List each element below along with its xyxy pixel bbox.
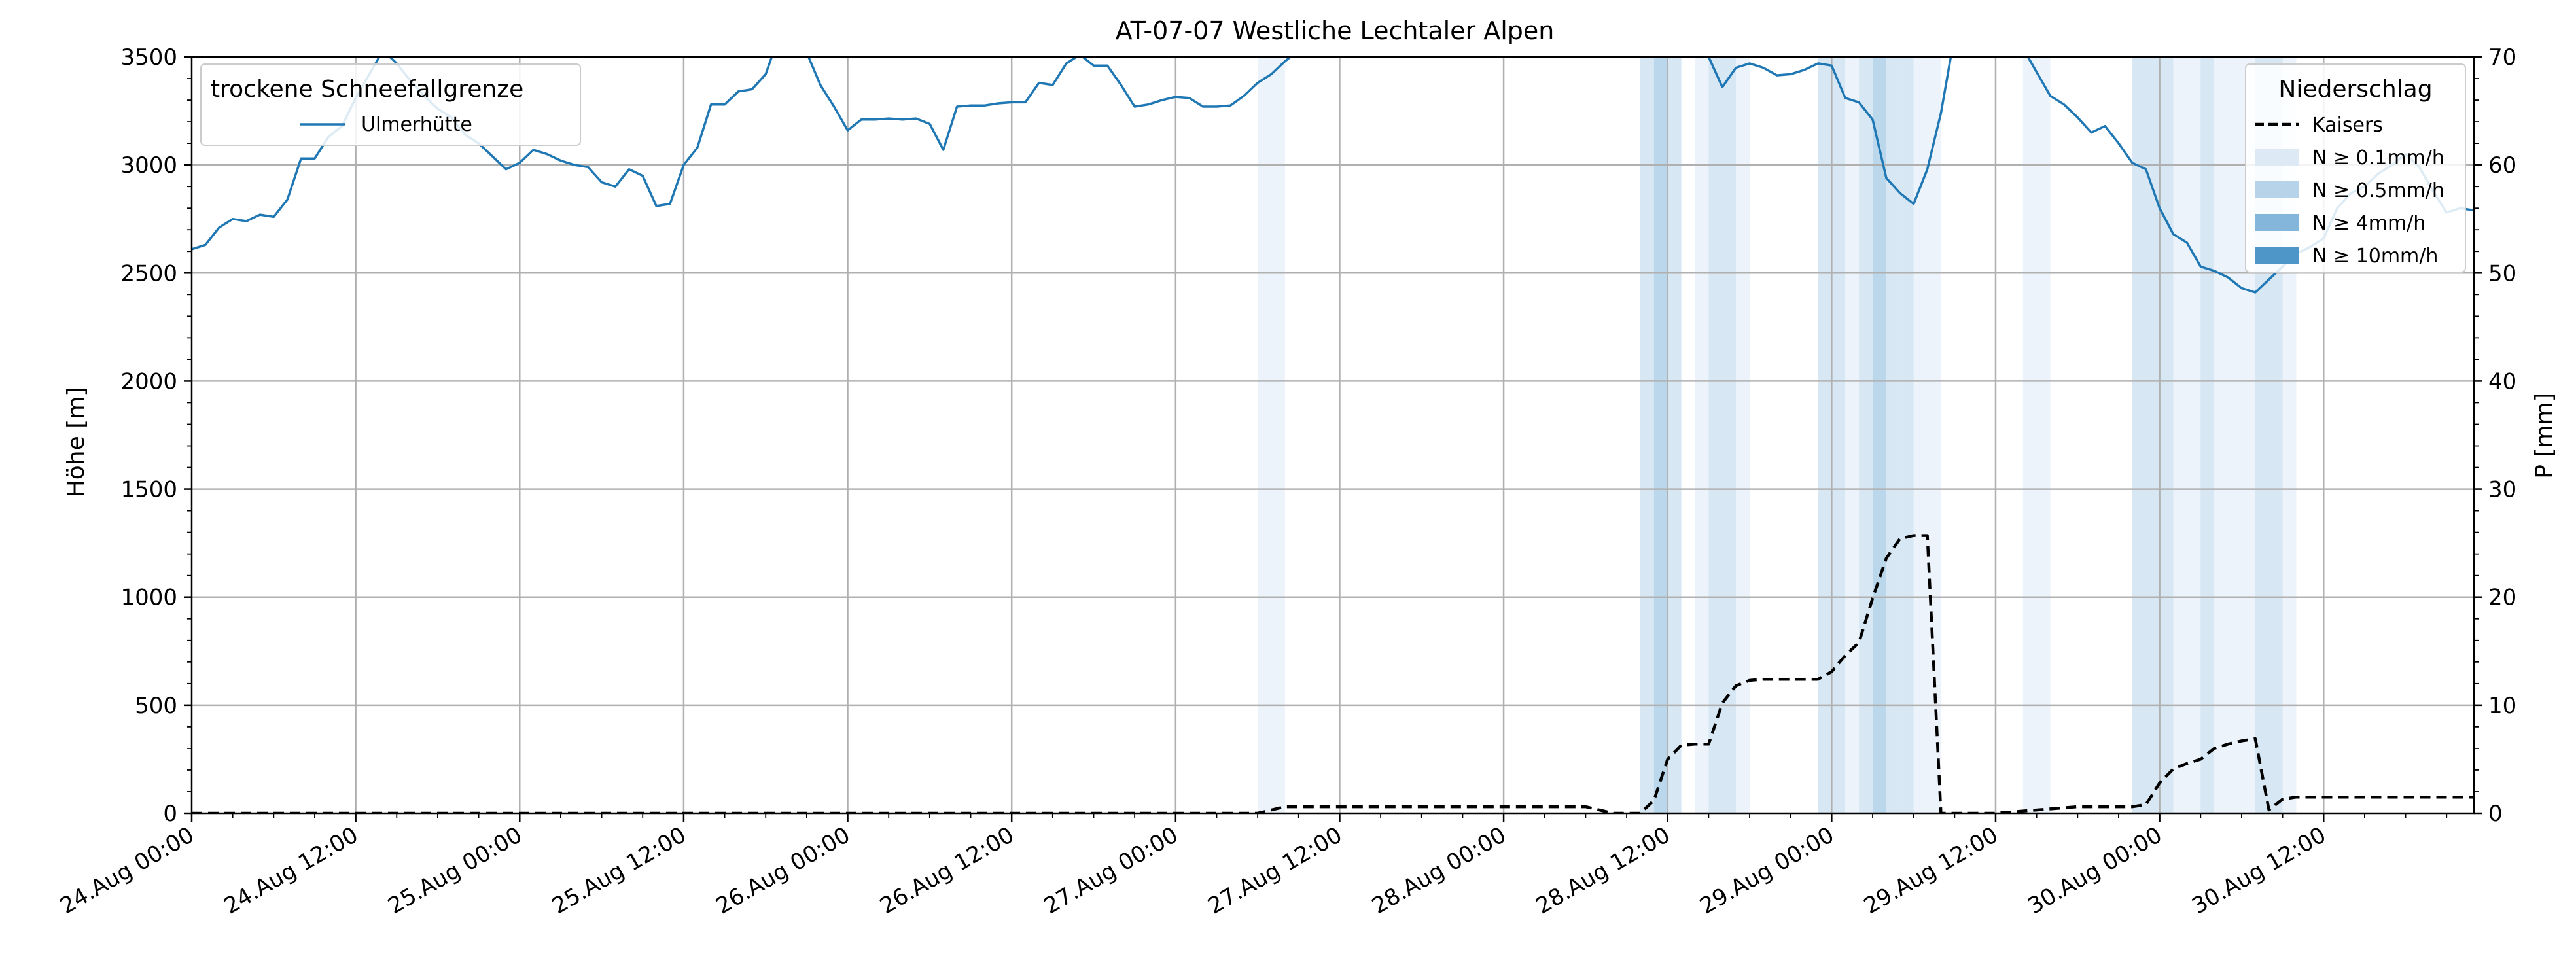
legend-color-swatch [2255, 149, 2299, 166]
y2-tick-label: 20 [2488, 585, 2516, 611]
y-tick-label: 2500 [120, 260, 177, 287]
precip-band-6 [1736, 57, 1750, 813]
legend-title: trockene Schneefallgrenze [211, 76, 523, 103]
x-tick-label: 28.Aug 00:00 [1367, 822, 1511, 919]
legend-color-swatch [2255, 181, 2299, 198]
x-tick-label: 26.Aug 12:00 [875, 822, 1019, 919]
precip-band-11 [1886, 57, 1900, 813]
legend-precipitation: Niederschlag Kaisers N ≥ 0.1mm/h N ≥ 0.5mm/… [2245, 63, 2466, 273]
y2-tick-label: 60 [2488, 152, 2516, 179]
precip-band-3 [1667, 57, 1682, 813]
y2-tick-label: 50 [2488, 260, 2516, 287]
x-tick-label: 25.Aug 00:00 [383, 822, 527, 919]
y-tick-label: 500 [135, 693, 177, 719]
plot-frame [190, 56, 2475, 815]
y-tick-label: 1000 [120, 585, 177, 611]
y2-axis-title: P [mm] [2531, 393, 2558, 478]
y-tick-label: 1500 [120, 477, 177, 503]
series-line-kaisers [192, 534, 2474, 813]
legend-label: N ≥ 4mm/h [2312, 212, 2426, 235]
x-tick-label: 24.Aug 00:00 [56, 822, 199, 919]
x-tick-label: 26.Aug 00:00 [711, 822, 855, 919]
y2-tick-label: 70 [2488, 44, 2516, 71]
y2-tick-label: 0 [2488, 801, 2503, 827]
x-tick-label: 27.Aug 00:00 [1040, 822, 1183, 919]
precip-band-13 [1913, 57, 1941, 813]
legend-box [200, 63, 581, 146]
legend-label: Ulmerhütte [361, 113, 472, 136]
legend-title: Niederschlag [2278, 76, 2432, 103]
precip-band-9 [1859, 57, 1873, 813]
legend-label: N ≥ 0.1mm/h [2312, 147, 2444, 169]
y2-tick-label: 40 [2488, 368, 2516, 395]
precip-band-12 [1899, 57, 1914, 813]
legend-label: N ≥ 10mm/h [2312, 245, 2438, 268]
precip-band-10 [1873, 57, 1886, 813]
precip-band-2 [1653, 57, 1668, 813]
y-tick-label: 0 [163, 801, 177, 827]
chart-title: AT-07-07 Westliche Lechtaler Alpen [1116, 16, 1555, 45]
precip-band-0 [1258, 57, 1285, 813]
x-tick-label: 29.Aug 12:00 [1860, 822, 2003, 919]
y2-tick-label: 30 [2488, 477, 2516, 503]
legend-color-swatch [2255, 247, 2299, 264]
precip-bands [1258, 57, 2297, 813]
precip-band-17 [2200, 57, 2215, 813]
series-layer [192, 57, 2474, 813]
x-tick-label: 29.Aug 00:00 [1695, 822, 1839, 919]
x-tick-label: 28.Aug 12:00 [1532, 822, 1675, 919]
precip-band-14 [2022, 57, 2051, 813]
x-tick-label: 27.Aug 12:00 [1203, 822, 1347, 919]
legend-label: Kaisers [2312, 114, 2383, 137]
x-tick-label: 30.Aug 00:00 [2024, 822, 2167, 919]
grid [192, 57, 2474, 813]
y-tick-label: 2000 [120, 368, 177, 395]
precip-band-5 [1708, 57, 1737, 813]
x-tick-label: 24.Aug 12:00 [220, 822, 363, 919]
legend-snowfall-line: trockene Schneefallgrenze Ulmerhütte [200, 63, 581, 146]
legend-color-swatch [2255, 214, 2299, 231]
legend-label: N ≥ 0.5mm/h [2312, 179, 2444, 202]
y-tick-label: 3500 [120, 44, 177, 71]
precip-band-4 [1695, 57, 1709, 813]
precip-band-8 [1845, 57, 1860, 813]
legend-box [2245, 63, 2466, 273]
x-tick-label: 30.Aug 12:00 [2187, 822, 2331, 919]
precip-band-16 [2173, 57, 2201, 813]
x-tick-label: 25.Aug 12:00 [548, 822, 691, 919]
precip-band-15 [2132, 57, 2174, 813]
y-axis-title: Höhe [m] [63, 387, 90, 498]
y-tick-label: 3000 [120, 152, 177, 179]
series-line-ulmerh-tte [192, 57, 2474, 294]
precip-band-1 [1640, 57, 1654, 813]
y2-tick-label: 10 [2488, 693, 2516, 719]
